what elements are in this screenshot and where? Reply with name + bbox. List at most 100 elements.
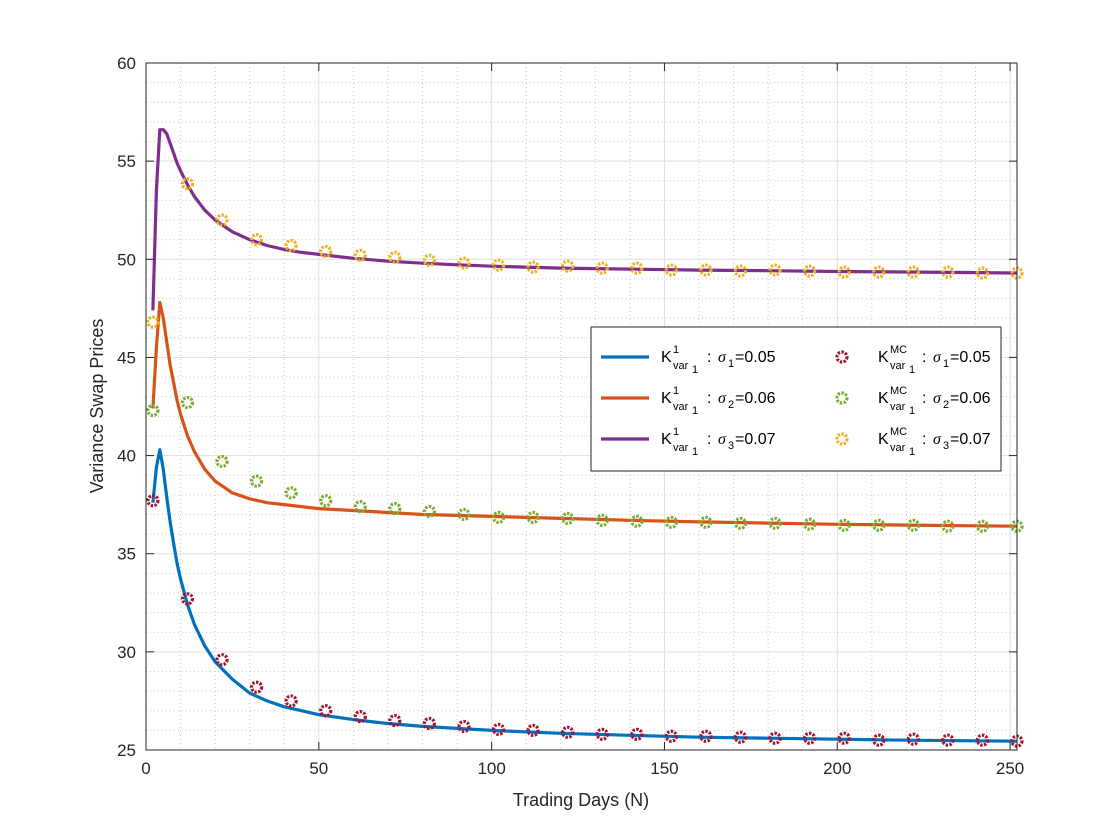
series-marker-4 xyxy=(388,713,402,728)
series-layer xyxy=(146,128,1024,748)
y-tick-label: 35 xyxy=(117,545,136,564)
series-marker-6 xyxy=(768,263,782,277)
legend-k: K xyxy=(878,349,889,366)
legend-entry-6: K MC var 1: σ 3 =0.07 xyxy=(835,426,991,458)
series-marker-6 xyxy=(733,264,748,278)
legend-value: =0.05 xyxy=(950,349,991,366)
legend-k: K xyxy=(878,431,889,448)
legend-k: K xyxy=(661,390,672,407)
legend-sub: var xyxy=(890,360,906,372)
legend-k: K xyxy=(661,349,672,366)
series-marker-5 xyxy=(595,513,609,527)
legend-colon: : xyxy=(922,390,926,407)
legend-colon: : xyxy=(707,431,711,448)
series-marker-5 xyxy=(526,510,540,525)
series-marker-6 xyxy=(561,259,575,273)
legend-sigma: σ xyxy=(933,390,942,407)
legend-sigma-sub: 1 xyxy=(943,358,949,370)
series-marker-4 xyxy=(457,719,471,734)
legend-value: =0.06 xyxy=(950,390,991,407)
y-tick-label: 55 xyxy=(117,152,136,171)
legend-sub: var xyxy=(673,360,689,372)
series-marker-4 xyxy=(526,723,540,737)
series-marker-4 xyxy=(284,694,298,708)
legend-sub: var xyxy=(890,442,906,454)
x-axis-label: Trading Days (N) xyxy=(513,790,649,810)
series-marker-6 xyxy=(595,261,609,275)
ticks-layer: 0 50 100 150 200 250 25 30 35 40 45 50 55 60 xyxy=(117,54,1024,778)
series-marker-4 xyxy=(215,653,229,667)
series-marker-4 xyxy=(699,729,713,743)
legend-subsub: 1 xyxy=(909,364,915,376)
x-tick-label: 0 xyxy=(141,759,150,778)
series-marker-6 xyxy=(284,238,298,253)
legend-colon: : xyxy=(707,390,711,407)
series-marker-5 xyxy=(146,403,160,418)
series-marker-6 xyxy=(319,244,333,259)
series-marker-4 xyxy=(353,710,367,724)
legend-sigma: σ xyxy=(718,390,727,407)
legend-sigma: σ xyxy=(933,431,942,448)
legend-k: K xyxy=(661,431,672,448)
series-marker-5 xyxy=(768,516,782,530)
legend-sigma-sub: 1 xyxy=(728,358,734,370)
legend-sub: var xyxy=(673,442,689,454)
series-marker-5 xyxy=(561,511,575,525)
legend-sup: MC xyxy=(890,385,907,397)
legend-sigma: σ xyxy=(718,349,727,366)
series-marker-5 xyxy=(180,395,195,410)
legend-subsub: 1 xyxy=(692,405,698,417)
y-tick-label: 40 xyxy=(117,447,136,466)
series-marker-6 xyxy=(872,265,886,279)
legend-sigma: σ xyxy=(718,431,727,448)
series-marker-4 xyxy=(319,704,333,718)
legend-value: =0.07 xyxy=(735,431,776,448)
series-marker-4 xyxy=(491,722,506,736)
series-marker-5 xyxy=(733,516,748,530)
series-marker-6 xyxy=(837,265,851,279)
y-tick-label: 25 xyxy=(117,741,136,760)
series-marker-6 xyxy=(975,266,990,280)
series-marker-4 xyxy=(872,733,886,747)
series-marker-5 xyxy=(699,515,713,529)
legend-sup: 1 xyxy=(673,385,679,397)
y-tick-label: 60 xyxy=(117,54,136,73)
series-marker-6 xyxy=(941,265,955,279)
series-marker-5 xyxy=(837,518,851,532)
legend-sigma-sub: 2 xyxy=(728,399,734,411)
series-marker-4 xyxy=(768,731,782,745)
legend-sigma-sub: 2 xyxy=(943,399,949,411)
series-marker-6 xyxy=(664,263,678,277)
series-marker-6 xyxy=(250,233,264,247)
legend-subsub: 1 xyxy=(909,446,915,458)
major-grid xyxy=(146,63,1017,750)
x-tick-label: 250 xyxy=(996,759,1024,778)
legend-value: =0.07 xyxy=(950,431,991,448)
series-marker-5 xyxy=(664,515,678,529)
series-marker-4 xyxy=(803,731,817,745)
series-marker-6 xyxy=(457,256,471,270)
legend-sup: MC xyxy=(890,426,907,438)
legend-sub: var xyxy=(673,401,689,413)
series-marker-6 xyxy=(803,264,817,278)
series-marker-4 xyxy=(595,727,609,741)
legend-box xyxy=(590,326,1002,472)
series-marker-6 xyxy=(422,253,437,267)
series-marker-4 xyxy=(975,733,990,747)
series-marker-5 xyxy=(906,518,920,532)
minor-grid xyxy=(146,63,1017,750)
series-marker-5 xyxy=(422,504,437,519)
x-tick-label: 100 xyxy=(477,759,505,778)
series-marker-4 xyxy=(733,730,748,744)
series-marker-6 xyxy=(215,213,229,227)
legend-sup: MC xyxy=(890,344,907,356)
series-marker-4 xyxy=(906,732,920,746)
legend-value: =0.06 xyxy=(735,390,776,407)
legend-sub: var xyxy=(890,401,906,413)
legend-sup: 1 xyxy=(673,344,679,356)
legend-marker-swatch xyxy=(835,432,849,446)
series-marker-5 xyxy=(803,517,817,531)
